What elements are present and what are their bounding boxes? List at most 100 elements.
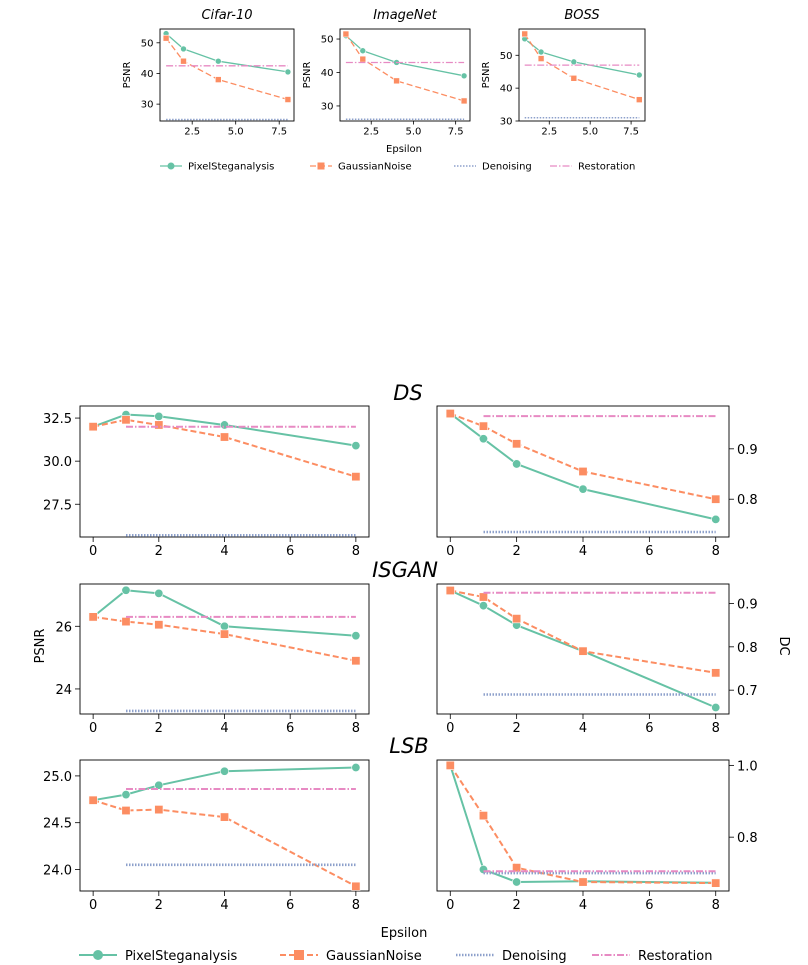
series-pixelsteganalysis [445,760,721,888]
chart-panel-7: 0 2 4 6 8 24.0 24.5 25.0 [43,759,370,913]
point-gaussiannoise [121,617,131,627]
bottom-figure: DS ISGAN LSB 0 2 4 6 827.530.032.50 2 4 6 80.80.… [33,381,791,964]
y-tick-label: 0.8 [737,641,758,656]
top-xlabel: Epsilon [386,144,422,155]
point-pixelsteganalysis [121,585,131,595]
x-tick-label: 0 [89,544,97,559]
point-gaussiannoise [180,57,187,65]
legend-label: Restoration [578,162,635,173]
point-gaussiannoise [88,795,98,805]
y-tick-label: 50 [321,35,334,46]
point-pixelsteganalysis [478,434,488,444]
bottom-ylabel-left: PSNR [33,629,48,664]
series-pixelsteganalysis [342,32,468,80]
point-gaussiannoise [220,629,230,639]
x-tick-label: 4 [220,544,228,559]
legend-label: PixelSteganalysis [125,949,238,964]
x-tick-label: 6 [645,721,653,736]
point-gaussiannoise [88,422,98,432]
y-tick-label: 0.7 [737,684,758,699]
legend-label: Denoising [502,949,567,964]
point-pixelsteganalysis [359,47,367,55]
x-tick-label: 6 [645,898,653,913]
line-pixelsteganalysis [449,412,716,521]
point-gaussiannoise [220,812,230,822]
line-pixelsteganalysis [449,765,716,884]
y-tick-label: 24.5 [43,817,72,832]
point-gaussiannoise [512,614,522,624]
section-title-isgan: ISGAN [372,558,438,582]
point-pixelsteganalysis [351,631,361,641]
point-pixelsteganalysis [478,601,488,611]
point-pixelsteganalysis [220,621,230,631]
point-gaussiannoise [351,472,361,482]
x-tick-label: 2 [512,898,520,913]
legend-item-restoration: Restoration [592,949,712,964]
legend-item-restoration: Restoration [550,162,635,173]
x-tick-label: 7.5 [623,127,639,138]
chart-panel-1: 2.5 5.0 7.5 30 40 50 ImageNet PSNR [302,8,471,138]
x-tick-label: 8 [352,721,360,736]
x-tick-label: 6 [286,898,294,913]
x-tick-label: 2 [512,721,520,736]
series-gaussiannoise [88,415,361,482]
panel-title-imagenet: ImageNet [373,8,437,23]
x-tick-label: 2.5 [184,127,200,138]
bottom-ylabel-right: DC [776,636,791,655]
x-tick-label: 7.5 [271,127,287,138]
point-gaussiannoise [445,409,455,419]
point-pixelsteganalysis [284,68,292,76]
point-gaussiannoise [351,656,361,666]
bottom-xlabel: Epsilon [381,926,428,941]
chart-panel-4: 0 2 4 6 8 0.8 0.9 [436,405,758,559]
x-tick-label: 2.5 [541,127,557,138]
y-tick-label: 40 [321,68,334,79]
x-tick-label: 0 [89,898,97,913]
y-tick-label: 0.8 [737,493,758,508]
point-gaussiannoise [393,77,400,85]
point-pixelsteganalysis [180,45,187,53]
point-gaussiannoise [578,646,588,656]
series-gaussiannoise [88,795,361,891]
point-gaussiannoise [578,877,588,887]
legend-item-pixelsteganalysis: PixelSteganalysis [79,949,238,964]
legend-item-gaussiannoise: GaussianNoise [310,162,412,173]
point-pixelsteganalysis [154,780,164,790]
point-pixelsteganalysis [711,702,721,712]
point-gaussiannoise [359,55,367,63]
point-gaussiannoise [711,668,721,678]
point-gaussiannoise [478,421,488,431]
x-tick-label: 0 [446,544,454,559]
y-tick-label: 30 [500,117,513,128]
point-pixelsteganalysis [512,877,522,887]
legend-label: GaussianNoise [326,949,422,964]
y-tick-label: 30 [141,100,154,111]
point-gaussiannoise [711,494,721,504]
y-tick-label: 50 [500,51,513,62]
point-pixelsteganalysis [351,762,361,772]
legend-marker [167,162,175,170]
x-tick-label: 4 [220,898,228,913]
y-tick-label: 24 [55,683,72,698]
point-gaussiannoise [342,30,350,38]
line-pixelsteganalysis [165,33,288,73]
axes-frame [518,28,646,122]
axes-frame [79,583,370,715]
chart-panel-0: 2.5 5.0 7.5 30 40 50 Cifar-10 PSNR [122,8,295,138]
point-gaussiannoise [521,30,529,38]
y-tick-label: 0.8 [737,831,758,846]
x-tick-label: 2 [155,721,163,736]
point-gaussiannoise [214,76,222,83]
point-pixelsteganalysis [121,790,131,800]
point-pixelsteganalysis [154,411,164,421]
point-pixelsteganalysis [537,48,545,56]
point-pixelsteganalysis [154,588,164,598]
point-pixelsteganalysis [460,72,468,80]
point-gaussiannoise [121,806,131,816]
series-gaussiannoise [521,30,643,103]
point-pixelsteganalysis [478,864,488,874]
series-gaussiannoise [445,585,721,678]
line-gaussiannoise [524,33,640,101]
y-tick-label: 27.5 [43,498,72,513]
